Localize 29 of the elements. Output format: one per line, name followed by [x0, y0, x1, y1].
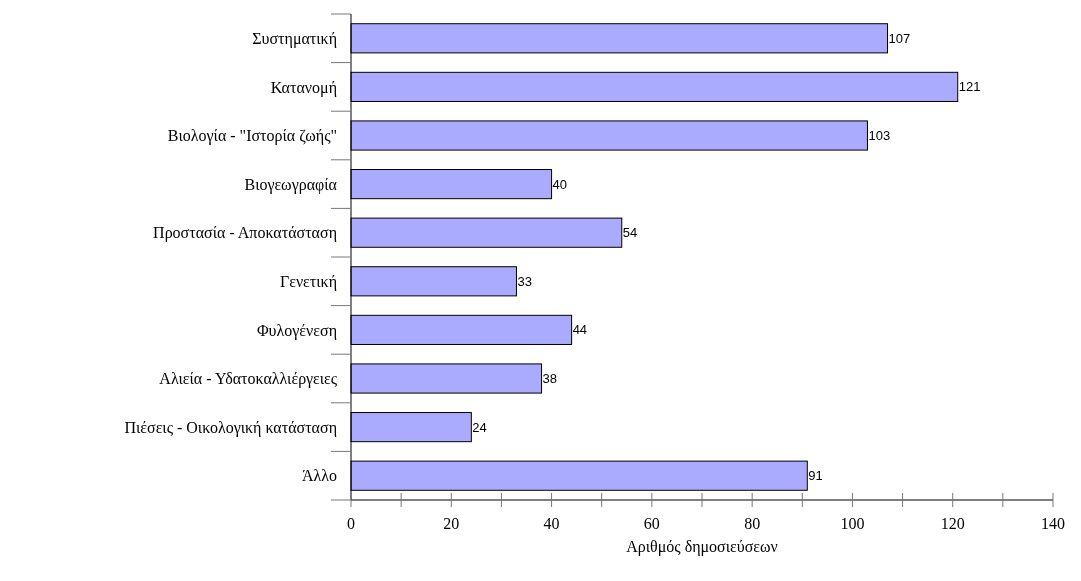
y-tick-label: Γενετική [279, 272, 337, 291]
y-tick-label: Άλλο [301, 467, 337, 485]
data-label: 24 [472, 419, 487, 435]
y-tick-label: Συστηματική [252, 29, 337, 48]
data-label: 103 [868, 128, 891, 144]
x-tick-label: 0 [347, 515, 355, 532]
y-tick-label: Φυλογένεση [256, 321, 337, 340]
x-axis-title: Αριθμός δημοσιεύσεων [626, 538, 778, 556]
data-label: 54 [622, 225, 638, 241]
x-tick-label: 20 [443, 515, 460, 532]
x-tick-label: 120 [940, 515, 965, 532]
data-label: 40 [552, 176, 568, 192]
y-tick-label: Κατανομή [270, 78, 337, 97]
y-tick-label: Αλιεία - Υδατοκαλλιέργειες [159, 370, 338, 389]
data-label: 107 [888, 30, 911, 46]
x-tick-label: 140 [1041, 515, 1065, 532]
x-tick-label: 80 [744, 515, 761, 532]
data-label: 33 [517, 273, 532, 289]
data-label: 121 [958, 79, 981, 95]
x-tick-label: 100 [840, 515, 865, 532]
x-tick-label: 60 [643, 515, 660, 532]
data-label: 44 [572, 322, 588, 338]
x-tick-label: 40 [543, 515, 560, 532]
y-tick-label: Προστασία - Αποκατάσταση [153, 224, 337, 243]
data-label: 38 [542, 371, 558, 387]
y-tick-label: Πιέσεις - Οικολογική κατάσταση [124, 418, 337, 437]
y-tick-label: Βιογεωγραφία [244, 175, 338, 194]
y-tick-label: Βιολογία - "Ιστορία ζωής" [167, 127, 337, 146]
data-label: 91 [808, 468, 823, 484]
